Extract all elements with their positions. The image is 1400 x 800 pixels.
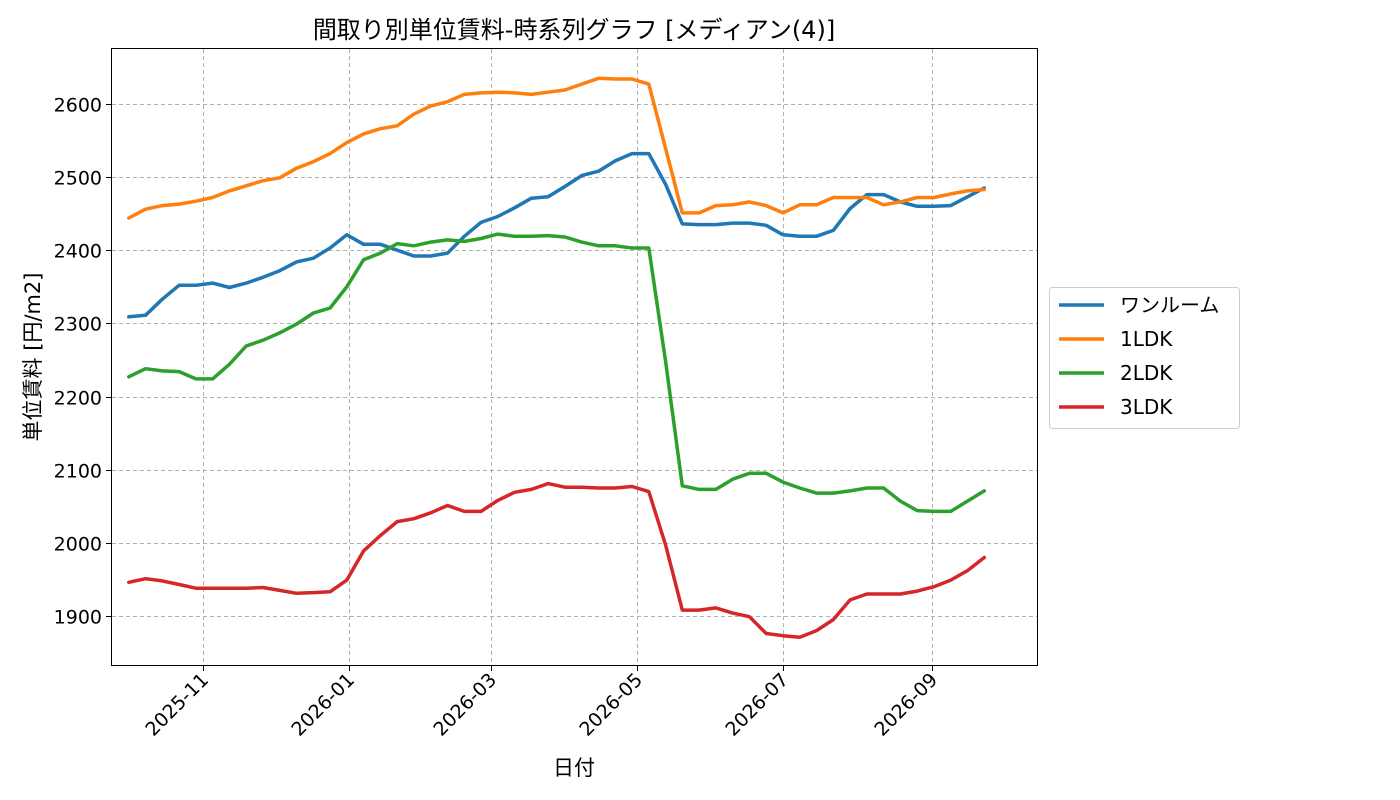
plot-frame: [111, 48, 1038, 666]
legend-label: 2LDK: [1120, 361, 1173, 385]
x-tick-label: 2026-09: [870, 669, 942, 741]
x-tick-label: 2026-03: [429, 669, 501, 741]
y-tick-label: 2200: [54, 388, 102, 410]
y-tick-label: 2500: [54, 168, 102, 190]
series-line-1: [127, 76, 987, 220]
x-tick-label: 2026-07: [721, 669, 793, 741]
series-line-0: [127, 151, 987, 319]
y-tick-label: 2000: [54, 534, 102, 556]
x-tick-label: 2025-11: [141, 669, 213, 741]
chart-title: 間取り別単位賃料-時系列グラフ [メディアン(4)]: [313, 16, 835, 44]
y-tick-label: 2100: [54, 461, 102, 483]
x-axis-title: 日付: [553, 756, 595, 780]
y-tick-label: 2600: [54, 95, 102, 117]
grid: [112, 49, 1037, 665]
y-tick-label: 1900: [54, 607, 102, 629]
y-tick-label: 2300: [54, 314, 102, 336]
legend-label: 3LDK: [1120, 395, 1173, 419]
y-tick-label: 2400: [54, 241, 102, 263]
x-tick-label: 2026-05: [575, 669, 647, 741]
series-line-2: [127, 232, 987, 514]
axis-ticks: 1900 2000 2100 2200 2300 2400 2500 2600 2025-11 2…: [54, 95, 942, 741]
legend-label: ワンルーム: [1120, 293, 1219, 317]
x-tick-label: 2026-01: [287, 669, 359, 741]
legend-label: 1LDK: [1120, 327, 1173, 351]
legend-frame: [1049, 287, 1240, 429]
series-line-3: [127, 481, 987, 639]
y-axis-title: 単位賃料 [円/m2]: [21, 273, 45, 442]
legend: ワンルーム 1LDK 2LDK 3LDK: [1049, 287, 1240, 429]
series-lines: [127, 76, 987, 639]
